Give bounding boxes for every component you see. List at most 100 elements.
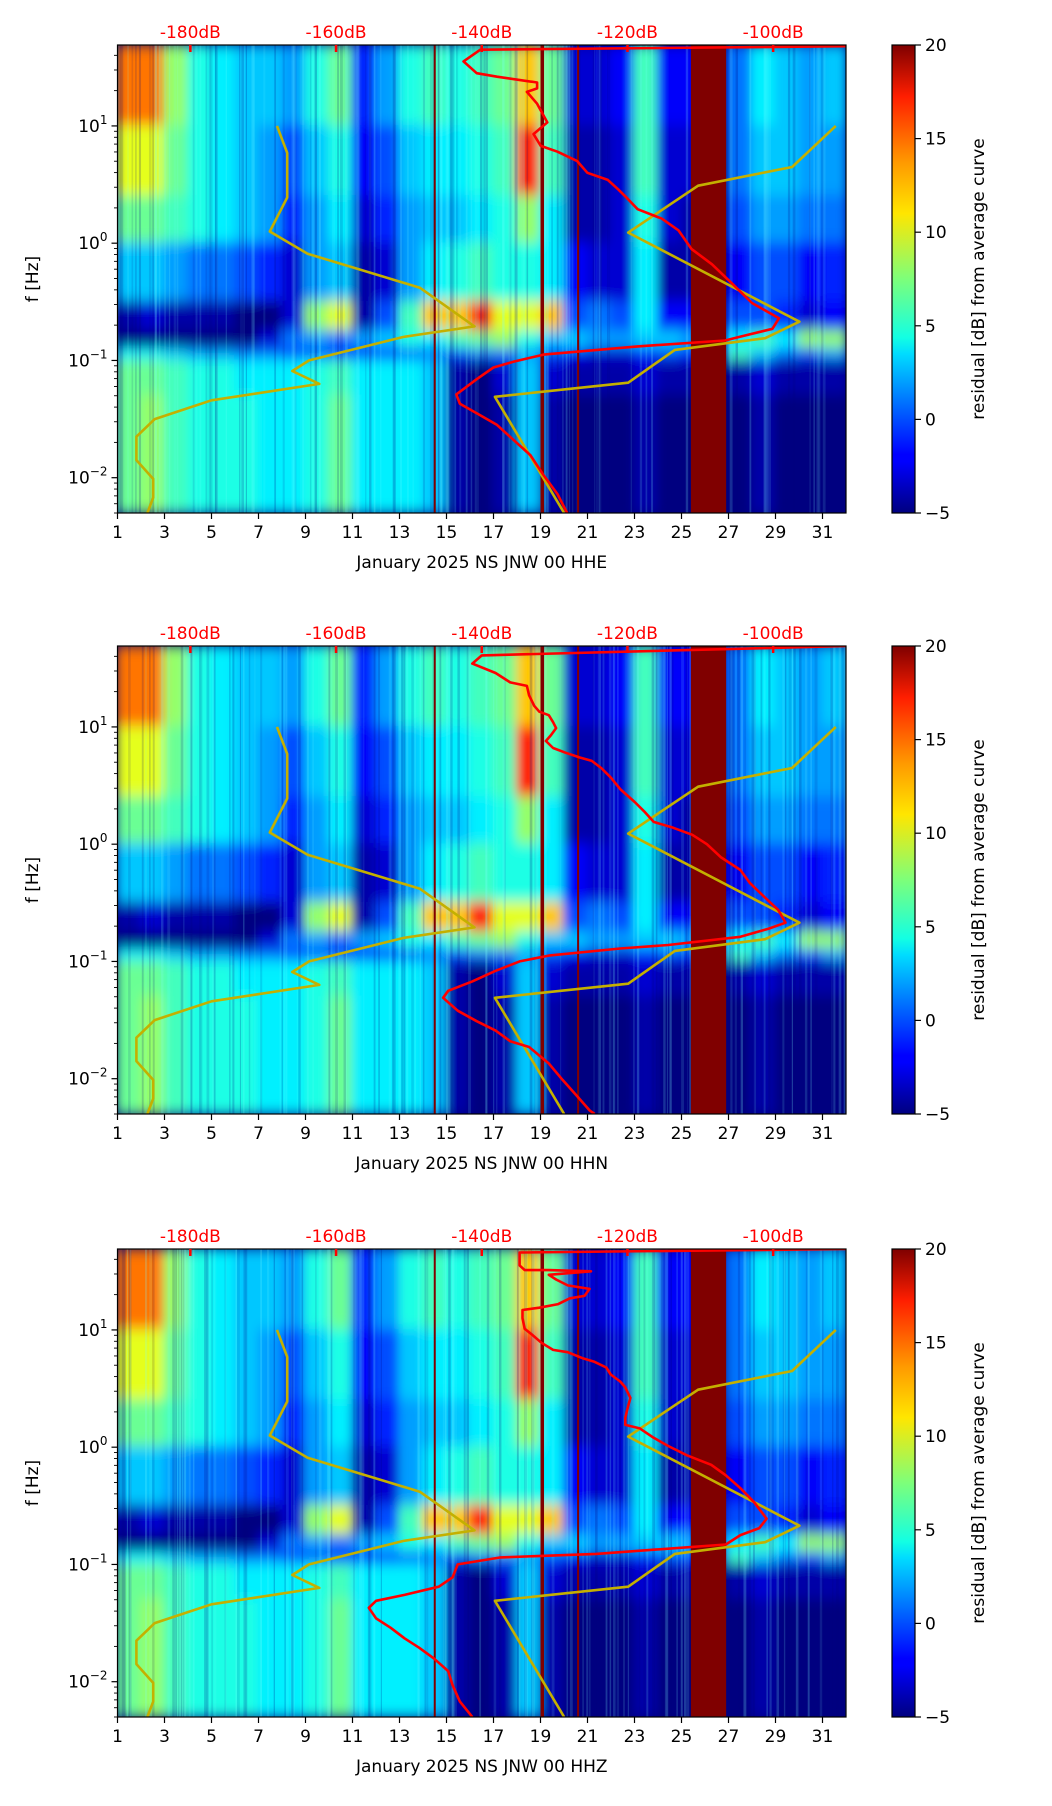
- heatmap-cell: [351, 347, 377, 362]
- heatmap-cell: [375, 1563, 401, 1601]
- spectrogram-streak: [352, 1249, 356, 1717]
- heatmap-cell: [328, 394, 354, 513]
- heatmap-cell: [257, 394, 283, 513]
- heatmap-cell: [351, 124, 377, 198]
- spectrogram-streak: [463, 1249, 466, 1717]
- spectrogram-streak: [439, 646, 442, 1114]
- spectrogram-streak: [810, 646, 812, 1114]
- plot-area: [117, 1249, 846, 1717]
- heatmap-cell: [117, 330, 142, 350]
- heatmap-cell: [398, 359, 424, 397]
- heatmap-cell: [586, 796, 612, 846]
- spectrogram-streak: [210, 45, 213, 513]
- heatmap-cell: [234, 901, 260, 934]
- heatmap-cell: [234, 1563, 260, 1601]
- spectrogram-streak: [670, 646, 672, 1114]
- heatmap-cell: [140, 242, 166, 303]
- spectrogram-streak: [660, 1249, 664, 1717]
- heatmap-cell: [375, 1551, 401, 1566]
- heatmap-cell: [445, 843, 471, 904]
- heatmap-cell: [586, 960, 612, 998]
- heatmap-cell: [210, 995, 236, 1114]
- heatmap-cell: [492, 901, 518, 934]
- y-tick-exponent: 1: [100, 1317, 108, 1331]
- heatmap-cell: [375, 1249, 401, 1331]
- spectrogram-streak: [213, 1249, 217, 1717]
- heatmap-cell: [304, 901, 330, 934]
- heatmap-cell: [234, 359, 260, 397]
- heatmap-cell: [304, 45, 330, 127]
- heatmap-cell: [398, 843, 424, 904]
- heatmap-cell: [563, 300, 589, 333]
- top-db-tick-label: -180dB: [160, 23, 221, 43]
- spectrogram-streak: [502, 646, 506, 1114]
- spectrogram-streak: [281, 646, 284, 1114]
- heatmap-cell: [633, 1446, 659, 1507]
- heatmap-cell: [304, 995, 330, 1114]
- y-tick-exponent: 0: [100, 831, 108, 845]
- heatmap-cell: [492, 948, 518, 963]
- heatmap-cell: [163, 300, 189, 333]
- spectrogram-streak: [809, 45, 811, 513]
- heatmap-cell: [234, 931, 260, 951]
- y-tick-label: 101: [78, 714, 107, 738]
- spectrogram-streak: [479, 1249, 482, 1717]
- heatmap-cell: [398, 1598, 424, 1717]
- heatmap-cell: [398, 1551, 424, 1566]
- spectrogram-streak: [240, 45, 242, 513]
- spectrogram-streak: [212, 646, 215, 1114]
- heatmap-cell: [445, 394, 471, 513]
- spectrogram-streak: [551, 45, 553, 513]
- colorbar-tick-label: −5: [925, 504, 950, 524]
- spectrogram-streak: [689, 646, 693, 1114]
- heatmap-cell: [469, 646, 495, 728]
- spectrogram-streak: [378, 646, 380, 1114]
- heatmap-cell: [210, 1551, 236, 1566]
- spectrogram-streak: [432, 646, 435, 1114]
- heatmap-cell: [774, 1328, 800, 1402]
- heatmap-cell: [257, 124, 283, 198]
- heatmap-cell: [610, 1446, 636, 1507]
- x-tick-label: 3: [159, 1124, 170, 1144]
- heatmap-cell: [210, 1504, 236, 1537]
- heatmap-cell: [210, 948, 236, 963]
- heatmap-cell: [281, 1534, 307, 1554]
- spectrogram-streak: [613, 646, 616, 1114]
- spectrogram-streak: [819, 1249, 823, 1717]
- x-tick-label: 21: [577, 1727, 599, 1747]
- heatmap-cell: [304, 1249, 330, 1331]
- heatmap-cell: [633, 1249, 659, 1331]
- spectrogram-streak: [401, 646, 404, 1114]
- heatmap-cell: [798, 1249, 824, 1331]
- spectrogram-streak: [599, 45, 602, 513]
- y-tick-base: 10: [78, 234, 100, 254]
- spectrogram-streak: [451, 1249, 455, 1717]
- heatmap-cell: [304, 1328, 330, 1402]
- heatmap-cell: [563, 960, 589, 998]
- spectrogram-streak: [117, 45, 120, 513]
- heatmap-cell: [140, 931, 166, 951]
- heatmap-cell: [187, 960, 213, 998]
- heatmap-cell: [187, 347, 213, 362]
- heatmap-cell: [351, 1598, 377, 1717]
- spectrogram-streak: [164, 45, 166, 513]
- heatmap-cell: [398, 646, 424, 728]
- heatmap-cell: [492, 1504, 518, 1537]
- x-tick-label: 15: [436, 523, 458, 543]
- heatmap-cell: [187, 330, 213, 350]
- heatmap-cell: [445, 1249, 471, 1331]
- spectrogram-streak: [438, 45, 440, 513]
- spectrogram-streak: [285, 646, 288, 1114]
- heatmap-cell: [187, 1563, 213, 1601]
- heatmap-cell: [563, 1328, 589, 1402]
- heatmap-cell: [774, 1446, 800, 1507]
- heatmap-cell: [751, 1328, 777, 1402]
- heatmap-cell: [445, 931, 471, 951]
- heatmap-cell: [774, 330, 800, 350]
- heatmap-cell: [610, 960, 636, 998]
- y-tick-exponent: 0: [100, 230, 108, 244]
- y-tick-exponent: −1: [90, 948, 108, 962]
- heatmap-cell: [304, 330, 330, 350]
- spectrogram-streak: [526, 1249, 528, 1717]
- heatmap-cell: [281, 347, 307, 362]
